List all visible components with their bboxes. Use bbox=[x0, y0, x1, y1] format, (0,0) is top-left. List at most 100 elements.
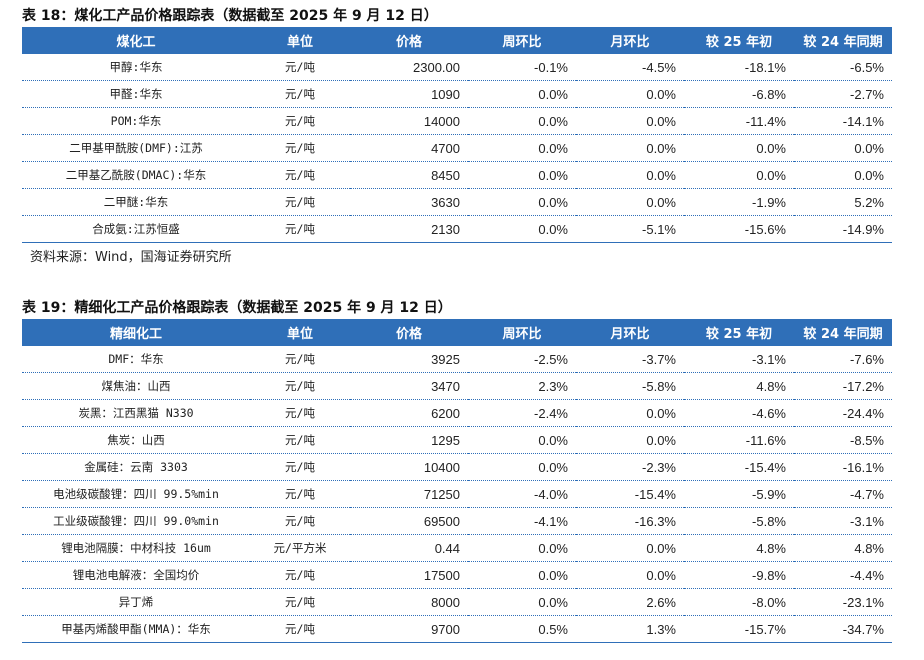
cell-product: 甲基丙烯酸甲酯(MMA)：华东 bbox=[22, 615, 250, 643]
cell-mom: 0.0% bbox=[576, 426, 684, 454]
cell-yoy: -24.4% bbox=[794, 399, 892, 427]
cell-price: 8450 bbox=[350, 161, 468, 189]
cell-unit: 元/吨 bbox=[250, 480, 350, 508]
col-header-price: 价格 bbox=[350, 319, 468, 346]
cell-mom: 0.0% bbox=[576, 161, 684, 189]
cell-unit: 元/吨 bbox=[250, 453, 350, 481]
cell-wow: 0.0% bbox=[468, 453, 576, 481]
cell-wow: 0.0% bbox=[468, 161, 576, 189]
cell-mom: -5.8% bbox=[576, 372, 684, 400]
cell-price: 4700 bbox=[350, 134, 468, 162]
cell-mom: 2.6% bbox=[576, 588, 684, 616]
cell-ytd: -1.9% bbox=[684, 188, 794, 216]
cell-ytd: -11.6% bbox=[684, 426, 794, 454]
table-row: 甲醇:华东 元/吨 2300.00 -0.1% -4.5% -18.1% -6.5% bbox=[22, 54, 892, 81]
cell-product: 二甲醚:华东 bbox=[22, 188, 250, 216]
cell-wow: 0.0% bbox=[468, 534, 576, 562]
cell-mom: 0.0% bbox=[576, 534, 684, 562]
cell-price: 71250 bbox=[350, 480, 468, 508]
cell-yoy: -4.7% bbox=[794, 480, 892, 508]
table-header-row: 煤化工 单位 价格 周环比 月环比 较 25 年初 较 24 年同期 bbox=[22, 27, 892, 54]
cell-ytd: -18.1% bbox=[684, 54, 794, 81]
cell-unit: 元/吨 bbox=[250, 561, 350, 589]
cell-wow: -2.4% bbox=[468, 399, 576, 427]
cell-mom: -15.4% bbox=[576, 480, 684, 508]
cell-price: 9700 bbox=[350, 615, 468, 643]
col-header-unit: 单位 bbox=[250, 319, 350, 346]
cell-product: 电池级碳酸锂：四川 99.5%min bbox=[22, 480, 250, 508]
cell-mom: 0.0% bbox=[576, 80, 684, 108]
table-row: 工业级碳酸锂：四川 99.0%min 元/吨 69500 -4.1% -16.3% -5.… bbox=[22, 507, 892, 535]
table-row: 锂电池电解液：全国均价 元/吨 17500 0.0% 0.0% -9.8% -4.4% bbox=[22, 561, 892, 589]
cell-yoy: -8.5% bbox=[794, 426, 892, 454]
cell-ytd: -5.9% bbox=[684, 480, 794, 508]
cell-ytd: -8.0% bbox=[684, 588, 794, 616]
table-row: DMF：华东 元/吨 3925 -2.5% -3.7% -3.1% -7.6% bbox=[22, 346, 892, 373]
cell-yoy: -16.1% bbox=[794, 453, 892, 481]
cell-yoy: -4.4% bbox=[794, 561, 892, 589]
table-row: POM:华东 元/吨 14000 0.0% 0.0% -11.4% -14.1% bbox=[22, 107, 892, 135]
cell-price: 0.44 bbox=[350, 534, 468, 562]
cell-product: POM:华东 bbox=[22, 107, 250, 135]
cell-yoy: -34.7% bbox=[794, 615, 892, 643]
cell-yoy: -14.9% bbox=[794, 215, 892, 243]
coal-chemical-price-table: 煤化工 单位 价格 周环比 月环比 较 25 年初 较 24 年同期 甲醇:华东… bbox=[22, 27, 892, 243]
table-19-caption: 表 19：精细化工产品价格跟踪表（数据截至 2025 年 9 月 12 日） bbox=[22, 300, 452, 316]
cell-unit: 元/吨 bbox=[250, 215, 350, 243]
cell-unit: 元/吨 bbox=[250, 107, 350, 135]
cell-yoy: 0.0% bbox=[794, 134, 892, 162]
cell-yoy: -23.1% bbox=[794, 588, 892, 616]
cell-mom: -16.3% bbox=[576, 507, 684, 535]
cell-unit: 元/吨 bbox=[250, 615, 350, 643]
cell-unit: 元/吨 bbox=[250, 588, 350, 616]
cell-yoy: -17.2% bbox=[794, 372, 892, 400]
table-row: 二甲基乙酰胺(DMAC):华东 元/吨 8450 0.0% 0.0% 0.0% 0.0% bbox=[22, 161, 892, 189]
cell-unit: 元/吨 bbox=[250, 188, 350, 216]
cell-price: 2300.00 bbox=[350, 54, 468, 81]
cell-unit: 元/吨 bbox=[250, 399, 350, 427]
cell-product: 焦炭：山西 bbox=[22, 426, 250, 454]
cell-price: 3470 bbox=[350, 372, 468, 400]
cell-mom: -3.7% bbox=[576, 346, 684, 373]
col-header-yoy: 较 24 年同期 bbox=[794, 319, 892, 346]
table-row: 电池级碳酸锂：四川 99.5%min 元/吨 71250 -4.0% -15.4% -5.… bbox=[22, 480, 892, 508]
cell-unit: 元/吨 bbox=[250, 80, 350, 108]
cell-unit: 元/吨 bbox=[250, 507, 350, 535]
cell-price: 1295 bbox=[350, 426, 468, 454]
cell-product: 合成氨:江苏恒盛 bbox=[22, 215, 250, 243]
cell-wow: 0.0% bbox=[468, 426, 576, 454]
table-row: 锂电池隔膜：中材科技 16um 元/平方米 0.44 0.0% 0.0% 4.8% 4.8% bbox=[22, 534, 892, 562]
cell-unit: 元/吨 bbox=[250, 346, 350, 373]
cell-ytd: -4.6% bbox=[684, 399, 794, 427]
cell-price: 10400 bbox=[350, 453, 468, 481]
cell-product: 异丁烯 bbox=[22, 588, 250, 616]
cell-unit: 元/吨 bbox=[250, 161, 350, 189]
cell-unit: 元/吨 bbox=[250, 372, 350, 400]
cell-price: 8000 bbox=[350, 588, 468, 616]
cell-ytd: -15.4% bbox=[684, 453, 794, 481]
cell-unit: 元/吨 bbox=[250, 426, 350, 454]
table-header-row: 精细化工 单位 价格 周环比 月环比 较 25 年初 较 24 年同期 bbox=[22, 319, 892, 346]
cell-ytd: -15.7% bbox=[684, 615, 794, 643]
table-row: 甲基丙烯酸甲酯(MMA)：华东 元/吨 9700 0.5% 1.3% -15.7% -34.… bbox=[22, 615, 892, 643]
cell-wow: 0.0% bbox=[468, 561, 576, 589]
cell-price: 2130 bbox=[350, 215, 468, 243]
cell-product: DMF：华东 bbox=[22, 346, 250, 373]
cell-yoy: -2.7% bbox=[794, 80, 892, 108]
cell-price: 14000 bbox=[350, 107, 468, 135]
cell-wow: 0.5% bbox=[468, 615, 576, 643]
source-note: 资料来源：Wind，国海证券研究所 bbox=[30, 250, 232, 265]
col-header-yoy: 较 24 年同期 bbox=[794, 27, 892, 54]
cell-wow: 0.0% bbox=[468, 588, 576, 616]
cell-unit: 元/吨 bbox=[250, 134, 350, 162]
cell-ytd: -5.8% bbox=[684, 507, 794, 535]
cell-yoy: 5.2% bbox=[794, 188, 892, 216]
cell-mom: -5.1% bbox=[576, 215, 684, 243]
cell-product: 甲醇:华东 bbox=[22, 54, 250, 81]
col-header-unit: 单位 bbox=[250, 27, 350, 54]
cell-product: 二甲基乙酰胺(DMAC):华东 bbox=[22, 161, 250, 189]
cell-mom: 0.0% bbox=[576, 188, 684, 216]
cell-yoy: -6.5% bbox=[794, 54, 892, 81]
cell-price: 69500 bbox=[350, 507, 468, 535]
cell-product: 甲醛:华东 bbox=[22, 80, 250, 108]
